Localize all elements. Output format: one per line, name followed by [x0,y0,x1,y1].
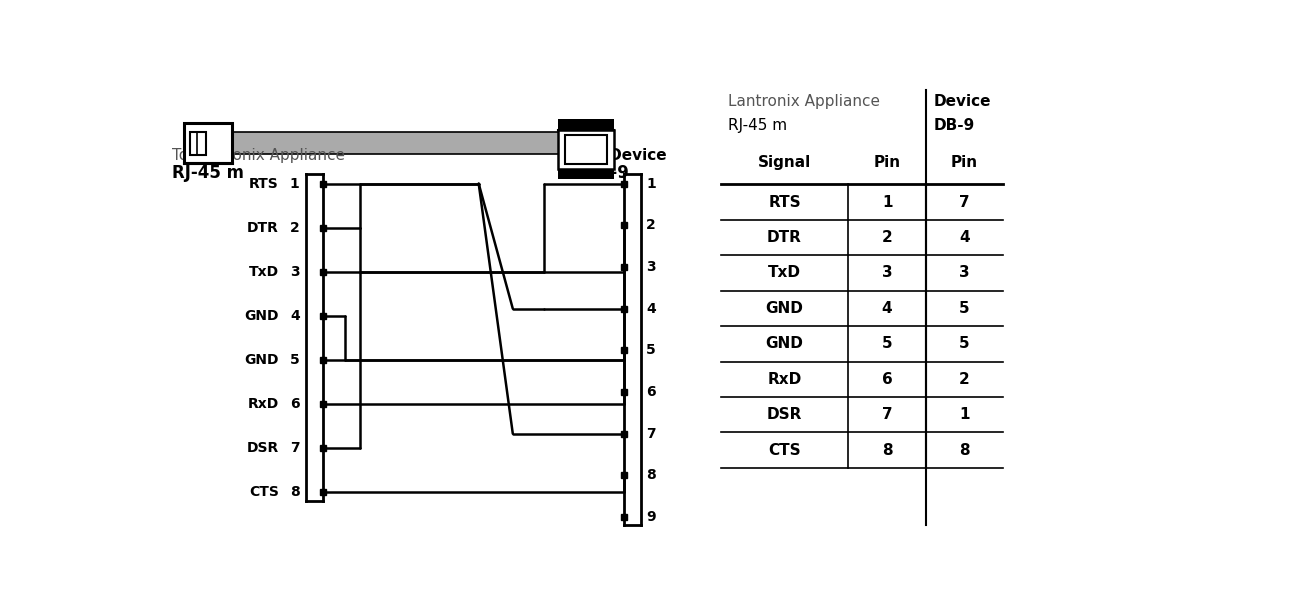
Text: DTR: DTR [767,230,802,245]
Text: 9: 9 [646,510,655,524]
Text: RTS: RTS [250,176,278,191]
Bar [558,119,614,130]
Text: TxD: TxD [768,265,801,280]
Text: TxD: TxD [248,265,278,278]
Text: 7: 7 [881,407,892,422]
Text: To Device: To Device [585,148,667,163]
Text: 2: 2 [646,218,656,232]
Text: 5: 5 [646,343,656,358]
Text: 2: 2 [881,230,893,245]
Text: DTR: DTR [247,221,278,235]
Bar [190,132,205,155]
Text: 3: 3 [290,265,300,278]
Text: RxD: RxD [767,372,802,387]
Text: 7: 7 [646,427,655,441]
Text: 1: 1 [290,176,300,191]
Text: 7: 7 [290,440,300,455]
Text: DB-9: DB-9 [585,164,629,182]
Bar [564,135,607,164]
Text: RxD: RxD [247,397,278,410]
Text: Lantronix Appliance: Lantronix Appliance [728,94,880,109]
Text: 4: 4 [290,308,300,323]
Text: CTS: CTS [768,443,801,458]
Text: 4: 4 [646,302,656,316]
Text: 2: 2 [959,372,970,387]
Text: RJ-45 m: RJ-45 m [728,118,788,133]
Text: DB-9: DB-9 [933,118,975,133]
Text: 5: 5 [959,337,970,352]
Text: 7: 7 [959,194,970,209]
Text: GND: GND [244,353,278,367]
Text: RTS: RTS [768,194,801,209]
Text: 1: 1 [959,407,970,422]
Text: To Lantronix Appliance: To Lantronix Appliance [172,148,344,163]
Text: 3: 3 [959,265,970,280]
Text: 5: 5 [881,337,892,352]
Text: 8: 8 [646,469,656,482]
Text: 1: 1 [646,176,656,191]
Text: 4: 4 [881,301,892,316]
Text: 5: 5 [290,353,300,367]
Text: 6: 6 [290,397,300,410]
Text: 3: 3 [881,265,892,280]
Text: Signal: Signal [758,155,811,170]
Text: CTS: CTS [248,485,278,499]
Text: 4: 4 [959,230,970,245]
Bar [558,169,614,179]
Text: 1: 1 [881,194,892,209]
Text: RJ-45 m: RJ-45 m [172,164,244,182]
Text: 8: 8 [881,443,892,458]
Bar [233,132,558,154]
Text: GND: GND [766,337,803,352]
Text: GND: GND [244,308,278,323]
Text: DSR: DSR [247,440,278,455]
Text: 3: 3 [646,260,655,274]
Text: GND: GND [766,301,803,316]
Text: DSR: DSR [767,407,802,422]
Text: 8: 8 [959,443,970,458]
Text: 5: 5 [959,301,970,316]
Text: 6: 6 [646,385,655,399]
Text: Pin: Pin [874,155,901,170]
Bar [185,123,233,163]
Text: 2: 2 [290,221,300,235]
Text: Device: Device [933,94,991,109]
Text: 8: 8 [290,485,300,499]
Text: Pin: Pin [952,155,978,170]
Text: 6: 6 [881,372,893,387]
Bar [558,130,614,169]
